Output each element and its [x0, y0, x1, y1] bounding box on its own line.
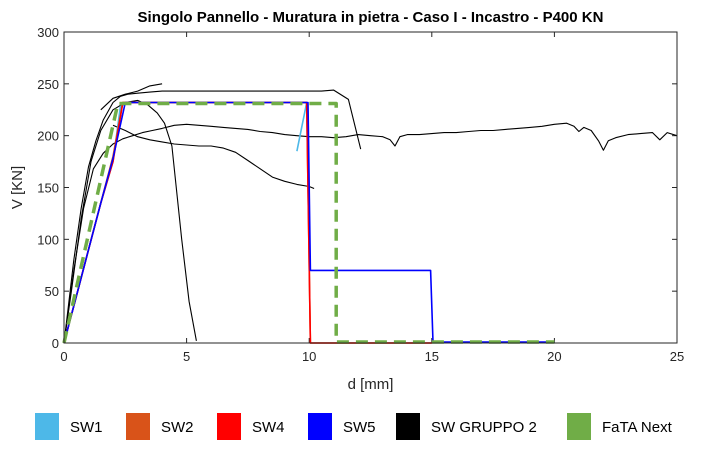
legend-label-sw5: SW5	[343, 419, 376, 436]
plot-background	[64, 32, 677, 343]
x-tick-label: 0	[60, 349, 67, 364]
series-line-sw-gruppo-2-2	[63, 99, 197, 344]
legend-label-sw-gruppo-2: SW GRUPPO 2	[431, 419, 537, 436]
y-tick-label: 0	[52, 336, 59, 351]
legend-swatch-sw1	[35, 413, 59, 440]
legend-label-fata-next: FaTA Next	[602, 419, 673, 436]
plot-area	[64, 32, 677, 343]
y-axis-label: V [KN]	[9, 166, 26, 209]
y-tick-label: 250	[37, 77, 59, 92]
legend-label-sw1: SW1	[70, 419, 103, 436]
y-tick-label: 300	[37, 25, 59, 40]
legend-swatch-fata-next	[567, 413, 591, 440]
series-layer	[62, 83, 678, 344]
x-tick-label: 20	[547, 349, 561, 364]
x-tick-label: 25	[670, 349, 684, 364]
plot-frame	[63, 31, 678, 344]
chart-title: Singolo Pannello - Muratura in pietra - …	[138, 9, 604, 26]
series-line-sw-gruppo-2-4	[112, 124, 315, 190]
series-line-sw-gruppo-2-5	[100, 83, 163, 111]
legend: SW1 SW2 SW4 SW5 SW GRUPPO 2 FaTA Next	[35, 413, 673, 440]
y-tick-label: 200	[37, 129, 59, 144]
legend-label-sw4: SW4	[252, 419, 285, 436]
series-line-fata-next-1	[62, 101, 555, 344]
legend-swatch-sw5	[308, 413, 332, 440]
x-tick-label: 5	[183, 349, 190, 364]
x-axis-label: d [mm]	[348, 376, 394, 393]
x-tick-label: 15	[425, 349, 439, 364]
y-tick-label: 50	[45, 284, 59, 299]
y-tick-label: 100	[37, 232, 59, 247]
x-tick-label: 10	[302, 349, 316, 364]
legend-swatch-sw4	[217, 413, 241, 440]
legend-swatch-sw-gruppo-2	[396, 413, 420, 440]
legend-label-sw2: SW2	[161, 419, 194, 436]
series-line-sw-gruppo-2-3	[63, 122, 678, 344]
y-tick-label: 150	[37, 181, 59, 196]
legend-swatch-sw2	[126, 413, 150, 440]
plot-border	[63, 31, 678, 344]
